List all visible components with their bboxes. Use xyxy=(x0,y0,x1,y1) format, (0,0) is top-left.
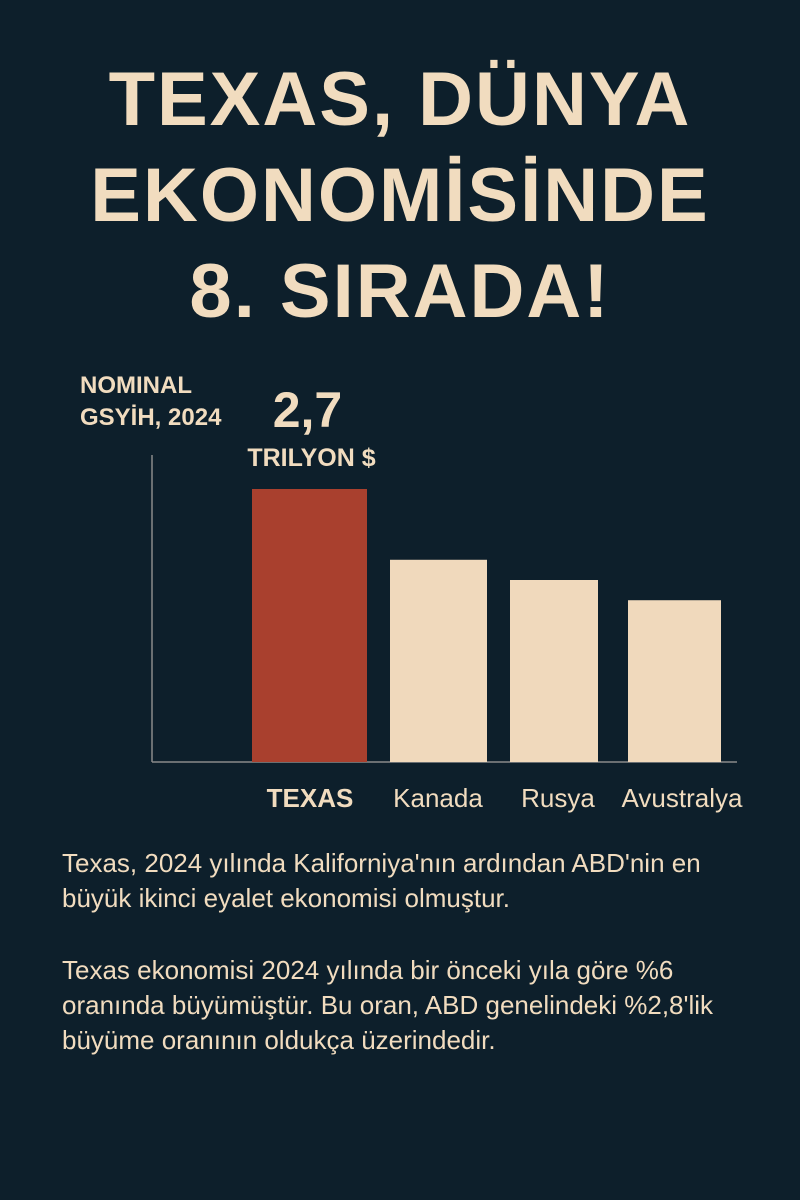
y-axis-label: NOMINAL GSYİH, 2024 xyxy=(80,370,221,434)
x-tick-label-rusya: Rusya xyxy=(521,783,595,813)
x-tick-label-avustralya: Avustralya xyxy=(622,783,743,813)
bar-avustralya xyxy=(628,600,721,762)
headline-line-1: TEXAS, DÜNYA xyxy=(108,57,692,142)
y-axis-label-line-1: NOMINAL xyxy=(80,372,192,399)
headline-line-2: EKONOMİSİNDE xyxy=(90,153,710,238)
x-tick-label-texas: TEXAS xyxy=(267,783,354,813)
highlight-unit-label: TRILYON $ xyxy=(247,444,375,472)
bar-rusya xyxy=(510,580,598,762)
x-tick-label-kanada: Kanada xyxy=(393,783,483,813)
headline-line-3: 8. SIRADA! xyxy=(189,249,611,334)
bar-texas xyxy=(252,489,367,762)
y-axis-label-line-2: GSYİH, 2024 xyxy=(80,404,222,431)
gdp-bar-chart: TEXAS Kanada Rusya Avustralya 2,7 TRILYON $ xyxy=(151,382,743,813)
highlight-value-label: 2,7 xyxy=(273,382,343,438)
paragraph-1: Texas, 2024 yılında Kaliforniya'nın ardı… xyxy=(62,848,701,913)
headline: TEXAS, DÜNYA EKONOMİSİNDE 8. SIRADA! xyxy=(0,52,800,340)
bar-kanada xyxy=(390,559,487,762)
paragraph-2: Texas ekonomisi 2024 yılında bir önceki … xyxy=(62,955,714,1055)
